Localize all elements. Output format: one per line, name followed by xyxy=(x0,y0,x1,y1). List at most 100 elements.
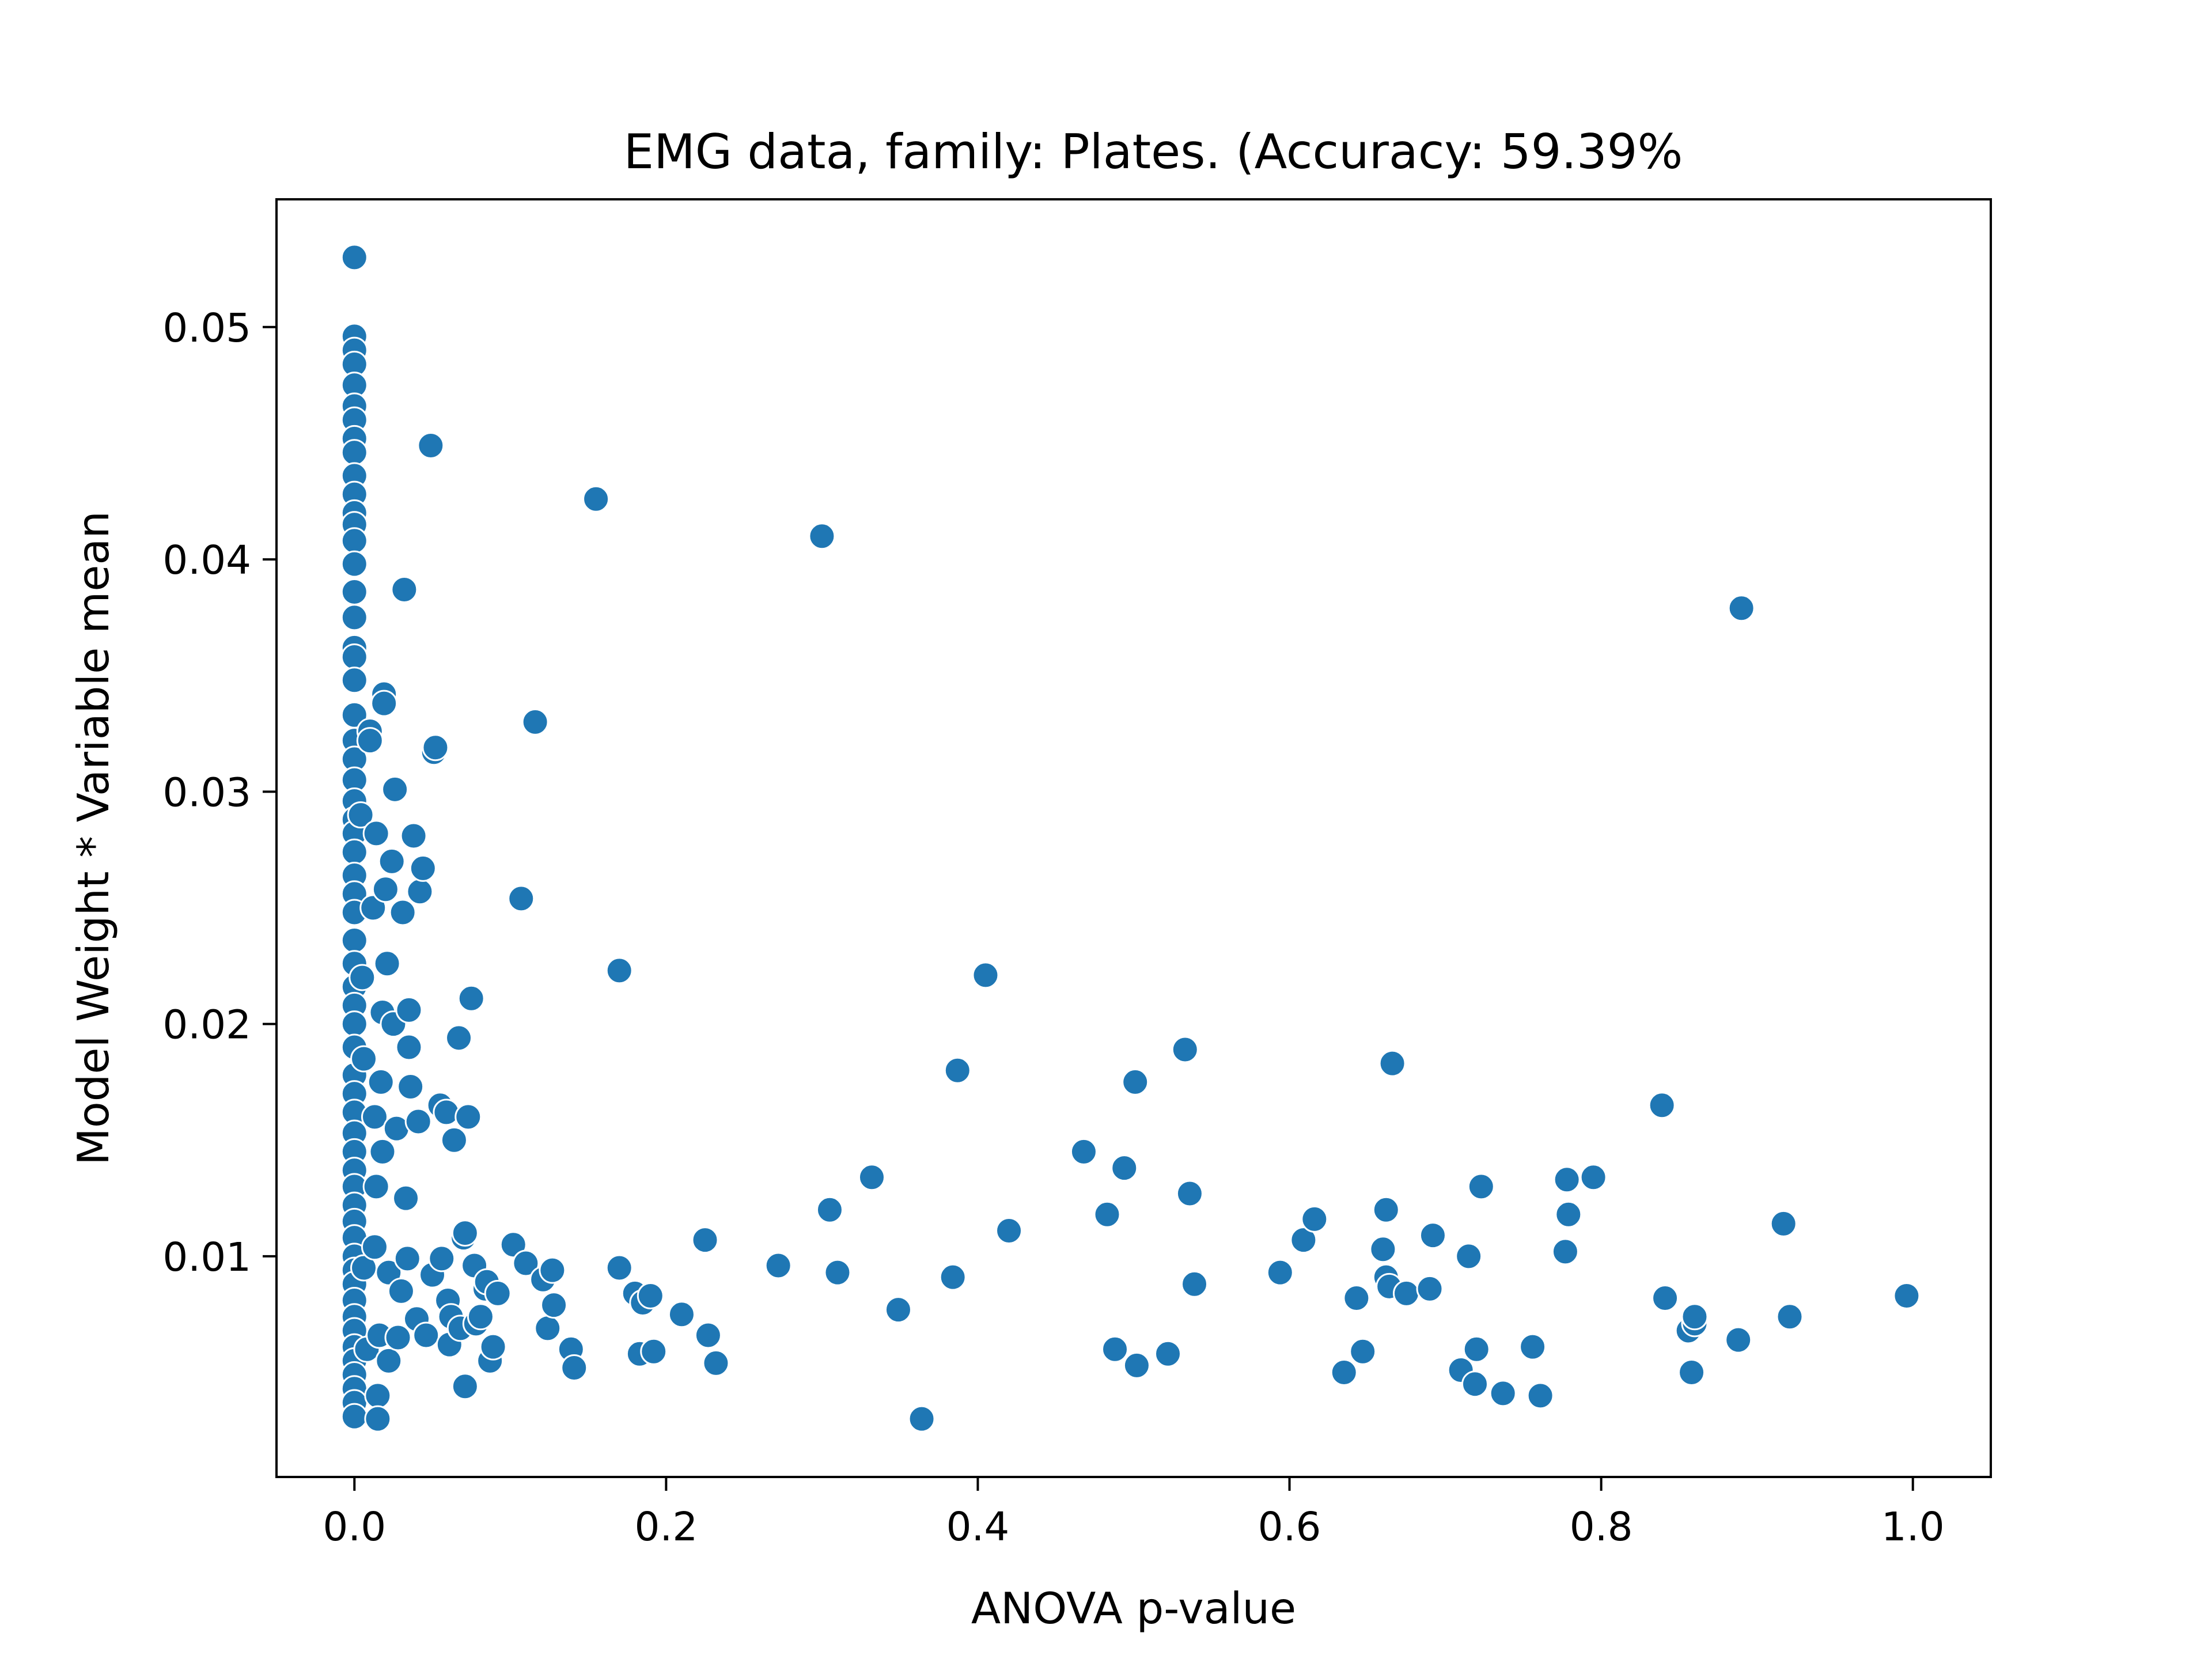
scatter-point xyxy=(395,996,423,1024)
scatter-point xyxy=(1580,1164,1607,1191)
scatter-point xyxy=(1416,1275,1444,1302)
scatter-point xyxy=(1093,1200,1121,1228)
scatter-point xyxy=(1122,1068,1149,1096)
scatter-point xyxy=(1551,1238,1579,1266)
scatter-point xyxy=(1181,1270,1209,1298)
scatter-point xyxy=(808,522,836,550)
scatter-point xyxy=(972,961,999,989)
scatter-point xyxy=(1369,1236,1397,1263)
scatter-point xyxy=(1770,1210,1797,1237)
scatter-point xyxy=(1519,1333,1547,1361)
scatter-point xyxy=(1776,1303,1804,1331)
scatter-point xyxy=(939,1263,967,1291)
scatter-point xyxy=(1553,1166,1581,1194)
scatter-point xyxy=(340,926,368,954)
scatter-point xyxy=(340,604,368,631)
scatter-point xyxy=(362,1173,390,1200)
scatter-point xyxy=(1154,1340,1182,1368)
scatter-point xyxy=(702,1349,730,1377)
scatter-point xyxy=(387,1277,415,1305)
scatter-point xyxy=(512,1249,540,1277)
scatter-point xyxy=(521,708,549,736)
scatter-point xyxy=(1725,1326,1752,1354)
x-axis-label: ANOVA p-value xyxy=(971,1583,1296,1634)
scatter-point xyxy=(404,1108,432,1135)
scatter-point xyxy=(406,878,434,906)
x-tick-label: 0.6 xyxy=(1258,1504,1321,1550)
y-tick-label: 0.03 xyxy=(162,770,251,816)
scatter-point xyxy=(1455,1243,1483,1270)
scatter-point xyxy=(1555,1200,1582,1228)
scatter-point xyxy=(499,1231,527,1259)
scatter-point xyxy=(364,1382,392,1410)
scatter-point xyxy=(356,727,384,755)
scatter-point xyxy=(347,801,374,829)
y-tick-label: 0.01 xyxy=(162,1234,251,1281)
scatter-point xyxy=(373,950,401,978)
scatter-point xyxy=(1681,1303,1709,1331)
y-tick-label: 0.04 xyxy=(162,537,251,584)
scatter-point xyxy=(340,439,368,467)
scatter-points xyxy=(340,244,1921,1433)
scatter-point xyxy=(764,1252,792,1279)
x-tick-label: 1.0 xyxy=(1881,1504,1945,1550)
scatter-point xyxy=(440,1126,468,1154)
scatter-point xyxy=(1330,1359,1358,1387)
scatter-point xyxy=(908,1405,935,1433)
scatter-point xyxy=(1123,1351,1150,1379)
x-tick-label: 0.0 xyxy=(323,1504,386,1550)
scatter-point xyxy=(668,1301,695,1328)
scatter-point xyxy=(582,485,610,513)
scatter-point xyxy=(1419,1222,1446,1249)
scatter-point xyxy=(640,1338,668,1365)
scatter-point xyxy=(1678,1359,1706,1387)
scatter-point xyxy=(400,822,427,850)
scatter-point xyxy=(605,1254,633,1282)
scatter-point xyxy=(378,847,406,875)
scatter-point xyxy=(361,1103,388,1131)
scatter-point xyxy=(1467,1173,1495,1200)
scatter-point xyxy=(375,1347,403,1374)
scatter-point xyxy=(1392,1279,1420,1307)
scatter-point xyxy=(1378,1050,1406,1077)
scatter-point xyxy=(451,1373,479,1400)
scatter-point xyxy=(944,1056,971,1084)
scatter-point xyxy=(1301,1205,1328,1233)
scatter-point xyxy=(417,431,445,459)
scatter-point xyxy=(1070,1138,1097,1165)
scatter-point xyxy=(995,1217,1023,1245)
y-axis-label: Model Weight * Variable mean xyxy=(68,511,119,1165)
scatter-point xyxy=(340,578,368,606)
scatter-point xyxy=(350,1045,378,1073)
scatter-point xyxy=(340,244,368,271)
chart-title: EMG data, family: Plates. (Accuracy: 59.… xyxy=(624,124,1683,180)
scatter-point xyxy=(359,894,387,922)
scatter-point xyxy=(367,1068,395,1096)
x-axis-ticks: 0.0 0.2 0.4 0.6 0.8 1.0 xyxy=(323,1477,1945,1550)
scatter-point xyxy=(1290,1226,1317,1254)
scatter-point xyxy=(824,1259,851,1286)
scatter-point xyxy=(560,1354,588,1381)
scatter-point xyxy=(479,1333,507,1361)
scatter-point xyxy=(392,1184,420,1212)
plot-area xyxy=(275,198,1992,1478)
scatter-point xyxy=(1101,1335,1129,1363)
scatter-point xyxy=(1652,1284,1679,1312)
scatter-point xyxy=(637,1282,664,1309)
scatter-point xyxy=(1489,1380,1517,1407)
scatter-point xyxy=(1728,594,1755,622)
scatter-point xyxy=(451,1219,479,1247)
scatter-point xyxy=(349,964,376,991)
scatter-point xyxy=(384,1324,412,1351)
scatter-point xyxy=(369,1138,396,1165)
scatter-point xyxy=(454,1103,482,1131)
scatter-point xyxy=(467,1303,494,1331)
scatter-point xyxy=(340,643,368,671)
scatter-point xyxy=(507,885,535,912)
scatter-point xyxy=(375,1259,403,1286)
scatter-point xyxy=(539,1256,566,1284)
scatter-point xyxy=(389,899,416,926)
scatter-point xyxy=(1463,1335,1490,1363)
scatter-point xyxy=(694,1321,722,1349)
x-tick-label: 0.4 xyxy=(946,1504,1010,1550)
